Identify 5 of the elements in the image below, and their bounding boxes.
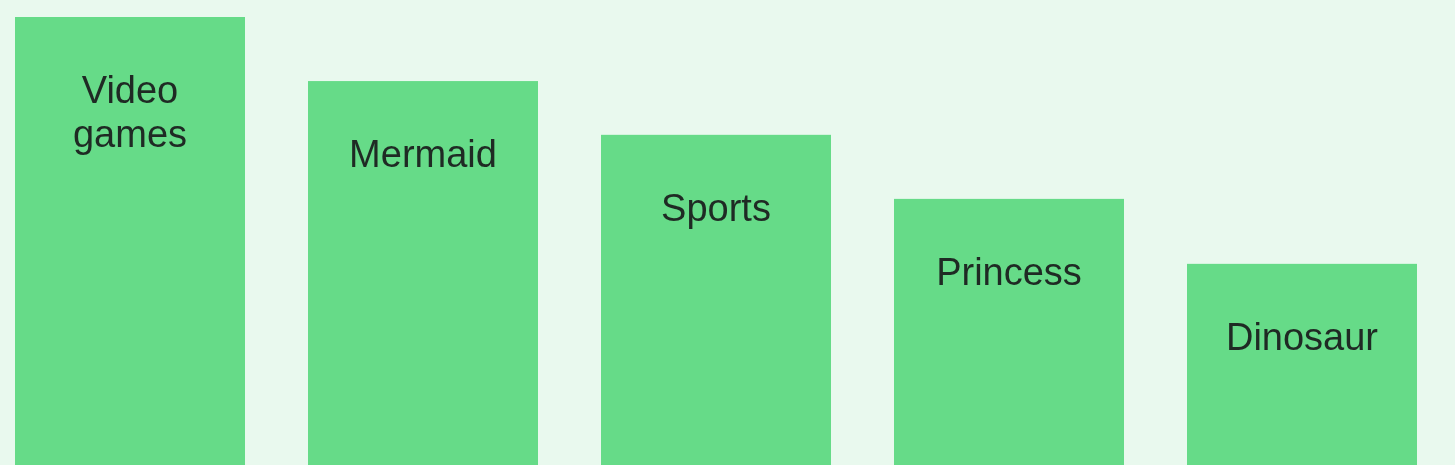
x-tick-label: Sports [661, 186, 771, 229]
x-tick-label: Video games [72, 69, 188, 155]
x-tick-label: Princess [936, 250, 1082, 293]
x-tick-label: Mermaid [349, 133, 497, 176]
x-tick-label: Dinosaur [1225, 315, 1379, 358]
